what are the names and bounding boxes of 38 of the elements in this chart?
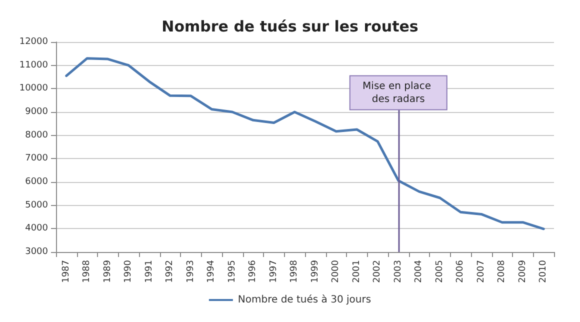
x-tick-label: 1991 xyxy=(144,260,154,283)
x-tick-label: 1995 xyxy=(227,260,238,283)
y-tick-label: 12000 xyxy=(19,37,48,47)
x-tick-label: 2000 xyxy=(331,260,342,283)
x-tick-label: 1990 xyxy=(124,260,134,283)
x-tick-label: 1994 xyxy=(206,260,217,283)
x-tick-label: 1997 xyxy=(268,260,279,283)
y-tick-label: 6000 xyxy=(25,177,48,187)
x-tick-label: 1993 xyxy=(186,260,196,283)
x-tick-label: 1999 xyxy=(310,260,320,283)
y-tick-label: 11000 xyxy=(19,60,48,70)
y-tick-label: 10000 xyxy=(19,84,48,94)
x-tick-label: 1996 xyxy=(248,260,258,283)
y-tick-label: 7000 xyxy=(25,154,48,164)
x-tick-label: 2001 xyxy=(352,260,362,283)
x-tick-label: 1989 xyxy=(102,260,113,283)
x-tick-label: 1987 xyxy=(61,260,72,283)
y-tick-label: 3000 xyxy=(25,247,48,257)
x-tick-label: 2007 xyxy=(476,260,486,283)
x-tick-label: 1992 xyxy=(165,260,176,283)
chart-title: Nombre de tués sur les routes xyxy=(162,18,418,36)
y-tick-label: 8000 xyxy=(25,130,48,140)
legend-label: Nombre de tués à 30 jours xyxy=(238,294,372,306)
x-tick-label: 2002 xyxy=(372,260,383,283)
y-tick-label: 9000 xyxy=(25,107,48,117)
x-tick-label: 2004 xyxy=(414,260,424,283)
x-tick-label: 2003 xyxy=(393,260,404,283)
y-tick-label: 5000 xyxy=(25,200,48,210)
x-tick-label: 2005 xyxy=(434,260,445,283)
x-tick-label: 2008 xyxy=(497,260,508,283)
y-tick-label: 4000 xyxy=(25,224,48,234)
ref-line-label: Mise en place des radars xyxy=(362,81,434,106)
x-tick-label: 2009 xyxy=(518,260,528,283)
x-tick-label: 2006 xyxy=(456,260,466,283)
x-tick-label: 1988 xyxy=(82,260,92,283)
line-series xyxy=(65,57,545,230)
x-tick-label: 2010 xyxy=(538,260,549,283)
x-tick-label: 1998 xyxy=(290,260,300,283)
